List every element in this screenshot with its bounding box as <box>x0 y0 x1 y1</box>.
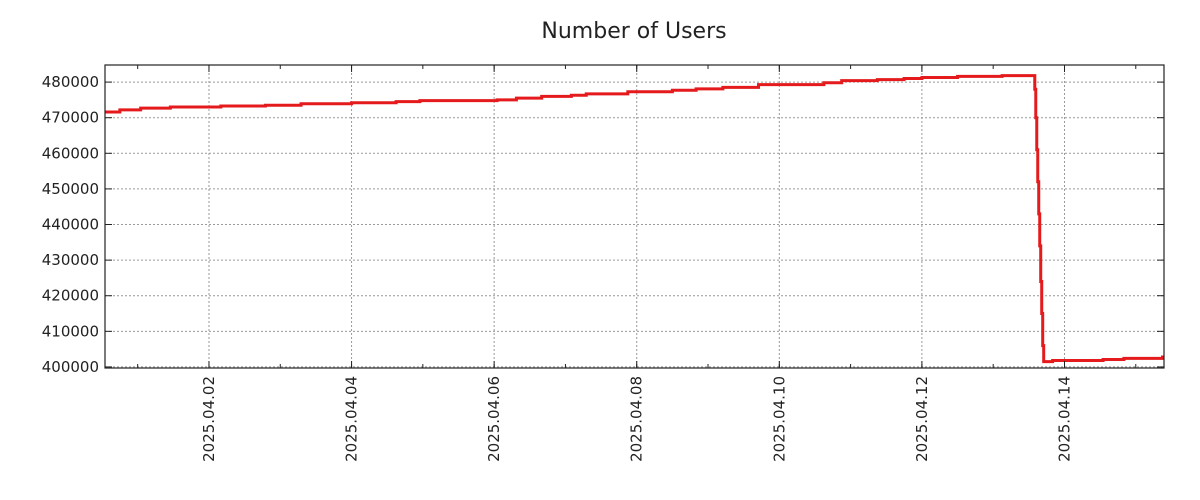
x-tick-label: 2025.04.08 <box>628 376 646 462</box>
plot-frame <box>104 64 1165 369</box>
x-tick-label: 2025.04.04 <box>343 376 361 462</box>
chart-title: Number of Users <box>541 19 726 44</box>
x-tick-label: 2025.04.12 <box>913 376 931 462</box>
grid <box>105 65 1164 368</box>
x-tick-label: 2025.04.10 <box>770 376 788 462</box>
ticks: 2025.04.02 2025.04.04 2025.04.06 2025.04.08… <box>42 65 1164 462</box>
y-tick-label: 440000 <box>42 216 99 234</box>
y-tick-label: 470000 <box>42 109 99 127</box>
y-tick-label: 420000 <box>42 287 99 305</box>
x-tick-label: 2025.04.14 <box>1055 376 1073 462</box>
y-tick-label: 400000 <box>42 358 99 376</box>
y-tick-label: 480000 <box>42 73 99 91</box>
y-tick-label: 410000 <box>42 322 99 340</box>
y-tick-label: 450000 <box>42 180 99 198</box>
series-layer <box>105 74 1165 364</box>
y-tick-label: 430000 <box>42 251 99 269</box>
x-tick-label: 2025.04.06 <box>485 376 503 462</box>
x-tick-label: 2025.04.02 <box>200 376 218 462</box>
series-line <box>105 74 1165 364</box>
y-tick-label: 460000 <box>42 144 99 162</box>
